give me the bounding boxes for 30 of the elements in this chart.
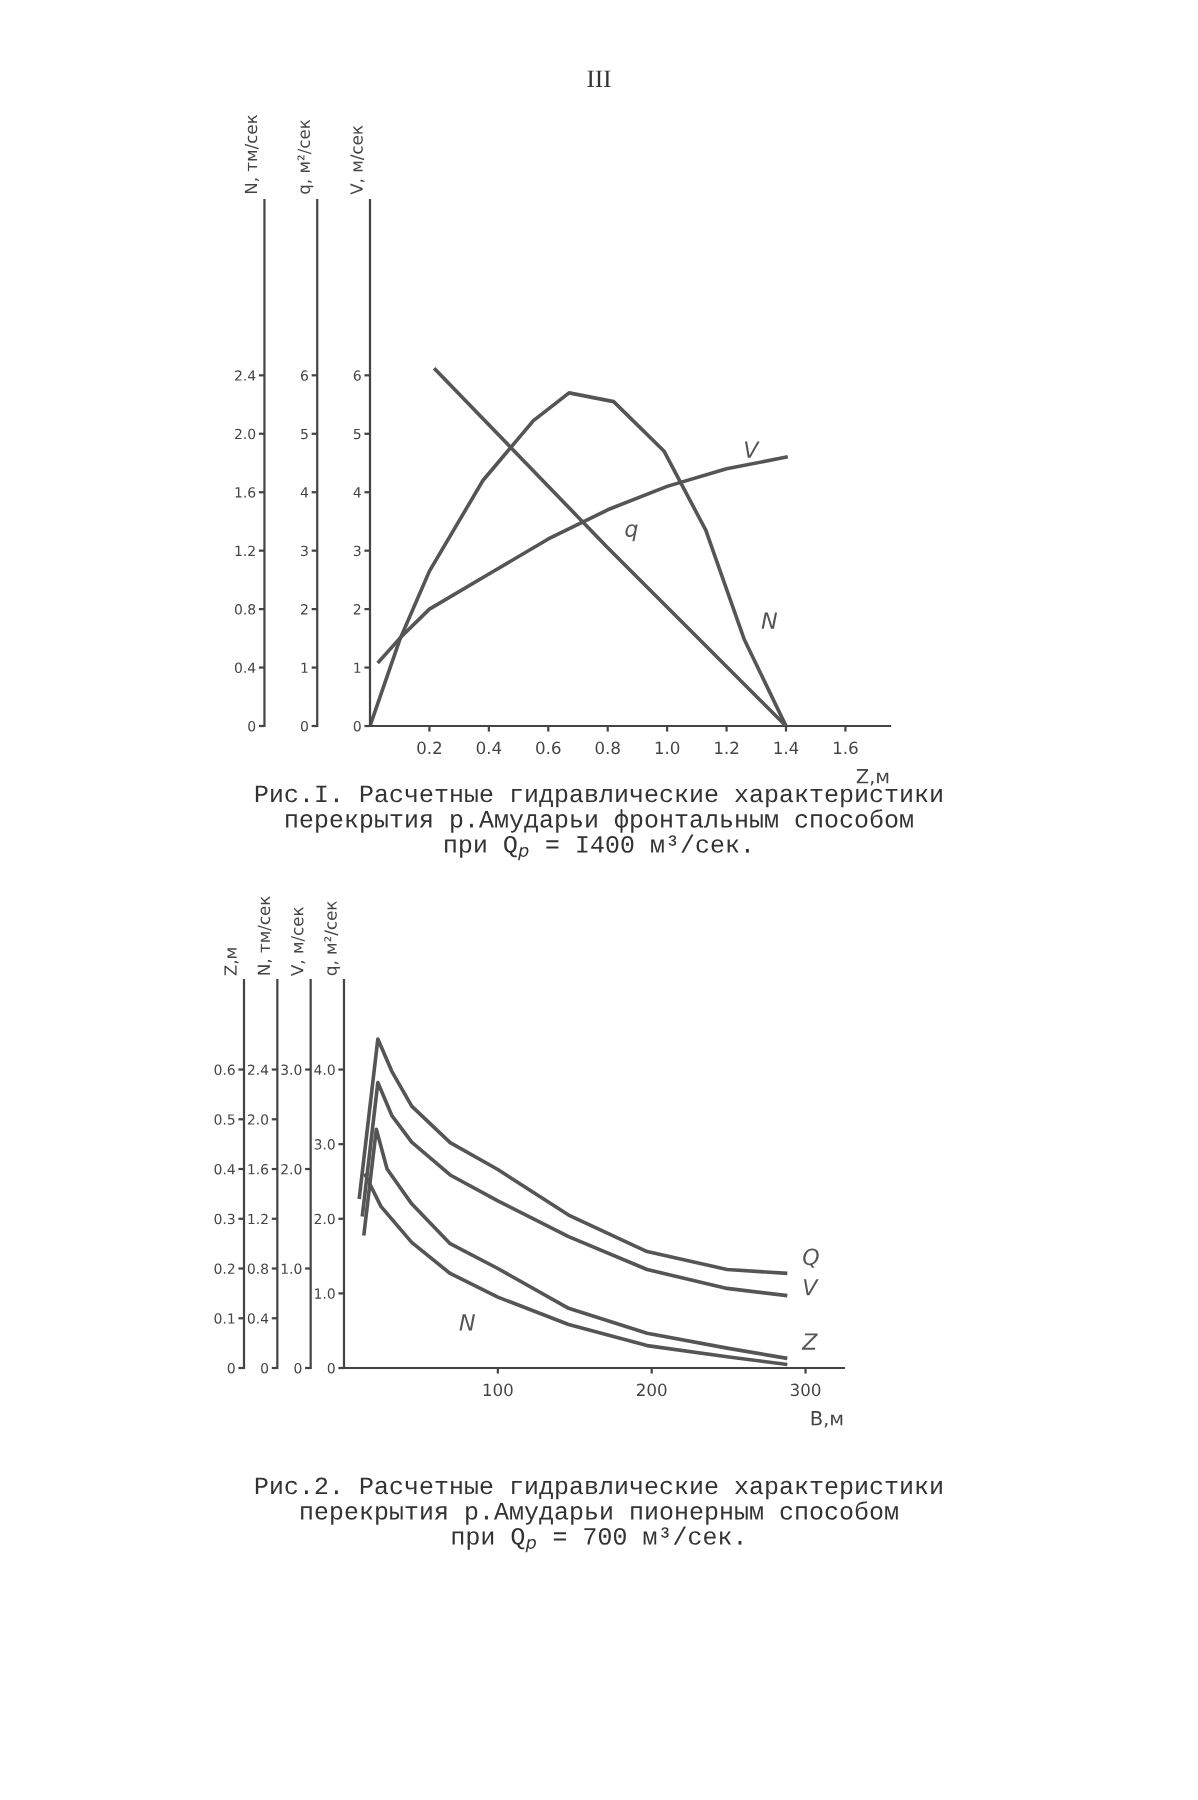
y-axis-title: N, тм/сек (244, 114, 259, 194)
x-tick-label: 1.4 (774, 741, 799, 754)
x-tick-label: 0.8 (595, 741, 620, 755)
x-tick-label: 1.0 (655, 741, 680, 755)
series-label: V (744, 441, 760, 458)
y2-axis-title: N, тм/сек (257, 896, 272, 975)
y-axis-title: V, м/сек (291, 907, 306, 976)
text: Рис.2. Расчетные гидравлические характеристики перекрытия р.Амударьи пионерным способом при Q$_{p}$ = 700 м³/сек. (255, 1477, 942, 1553)
series-label: V (803, 1279, 819, 1296)
text: III (587, 70, 611, 88)
y2-axis-title: q, м²/сек (297, 119, 314, 194)
series-label: N (459, 1314, 475, 1331)
x-tick-label: 300 (790, 1383, 821, 1397)
series-label: Q (803, 1248, 819, 1268)
series-label: Z (801, 1333, 818, 1350)
x-tick-label: 0.4 (476, 741, 502, 755)
x-tick-label: 100 (483, 1383, 513, 1397)
x-tick-label: 1.2 (715, 741, 739, 754)
x-tick-label: 0.2 (417, 741, 442, 755)
x-tick-label: 1.6 (834, 741, 858, 755)
x-axis-title: B,м (811, 1411, 843, 1428)
y2-axis-title: q, м²/сек (324, 901, 341, 976)
y-axis-title: Z,м (224, 948, 239, 976)
series-label: q (625, 524, 638, 542)
text: Рис.I. Расчетные гидравлические характеристики перекрытия р.Амударьи фронтальным способом при Q$_{p}$ = I400 м³/сек. (255, 785, 942, 861)
y3-axis-title: V, м/сек (350, 125, 365, 195)
x-axis-title: Z,м (856, 769, 889, 786)
x-tick-label: 200 (637, 1383, 667, 1397)
x-tick-label: 0.6 (536, 741, 561, 755)
series-label: N (761, 612, 778, 629)
